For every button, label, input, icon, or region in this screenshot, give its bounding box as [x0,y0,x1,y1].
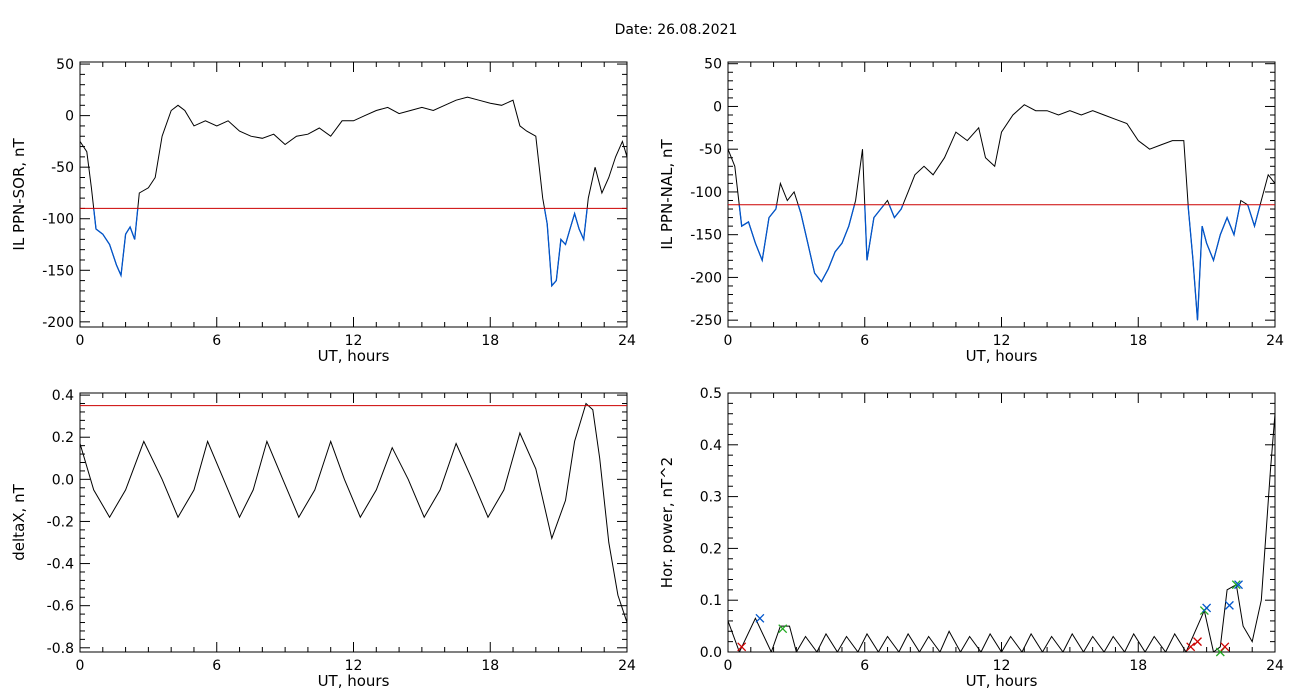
panel-ppn-nal: 0 6 12 18 24 -250 -200 -150 -100 -50 0 50 UT, hours I… [658,57,1284,365]
x-axis-label: UT, hours [966,672,1038,690]
x-tick-label: 24 [1266,658,1284,674]
y-axis-label: IL PPN-SOR, nT [10,138,28,251]
y-tick-label: 0.0 [52,472,74,488]
y-tick-label: -100 [42,212,74,228]
y-axis-label: deltaX, nT [10,483,28,560]
chart-title: Date: 26.08.2021 [615,22,738,38]
y-tick-label: -0.4 [47,557,74,573]
y-tick-label: -50 [699,142,722,158]
y-tick-label: 0.3 [700,490,722,506]
x-tick-label: 18 [1129,333,1147,349]
x-tick-label: 18 [1129,658,1147,674]
y-tick-label: -0.8 [47,641,74,657]
y-tick-label: 50 [704,57,722,73]
y-tick-label: 0.4 [700,438,722,454]
series-line [80,96,627,288]
y-tick-label: 0 [713,99,722,115]
cross-marker [1202,603,1212,613]
x-tick-label: 6 [212,333,221,349]
series-line-below-threshold [93,208,588,288]
x-tick-label: 0 [76,333,85,349]
plot-frame [727,392,1276,653]
series-line [728,413,1275,652]
cross-marker [778,624,788,634]
cross-marker [737,642,747,652]
x-axis-label: UT, hours [318,347,390,365]
y-tick-label: 0.4 [52,388,74,404]
x-tick-label: 6 [860,333,869,349]
x-axis-label: UT, hours [318,672,390,690]
y-tick-label: -0.6 [47,599,74,615]
y-tick-label: 0 [65,109,74,125]
series-line-below-threshold [738,204,1261,321]
y-tick-label: -150 [42,263,74,279]
cross-marker [1224,600,1234,610]
y-tick-label: 0.0 [700,645,722,661]
cross-marker [1186,642,1196,652]
x-tick-label: 12 [345,658,363,674]
x-axis-label: UT, hours [966,347,1038,365]
cross-marker [1234,580,1243,590]
y-tick-label: -50 [51,160,74,176]
y-tick-label: -200 [42,315,74,331]
x-tick-label: 6 [212,658,221,674]
panel-hor-power: 0 6 12 18 24 0.0 0.1 0.2 0.3 0.4 0.5 UT, hours Hor. … [658,386,1284,690]
y-axis-label: Hor. power, nT^2 [658,457,676,588]
series-line [728,104,1275,321]
x-tick-label: 12 [345,333,363,349]
x-tick-label: 0 [76,658,85,674]
x-tick-label: 12 [993,333,1011,349]
y-tick-label: -250 [690,313,722,329]
x-tick-label: 24 [618,333,636,349]
cross-marker [1193,637,1202,647]
x-tick-label: 6 [860,658,869,674]
plot-frame [727,61,1276,328]
x-tick-label: 18 [481,333,499,349]
y-tick-label: 0.1 [700,593,722,609]
plot-frame [79,61,628,328]
panel-ppn-sor: 0 6 12 18 24 -200 -150 -100 -50 0 50 UT, hours IL PP… [10,57,636,365]
x-tick-label: 24 [1266,333,1284,349]
series-line [80,402,627,623]
panel-delta-x: 0 6 12 18 24 -0.8 -0.6 -0.4 -0.2 0.0 0.2 0.4 UT, hou… [10,388,636,690]
x-tick-label: 0 [724,333,733,349]
x-tick-label: 12 [993,658,1011,674]
y-tick-label: 0.2 [700,541,722,557]
y-tick-label: 50 [56,57,74,73]
plot-frame [79,392,628,653]
panels: 0 6 12 18 24 -200 -150 -100 -50 0 50 UT, hours IL PP… [10,57,1284,690]
cross-marker [1220,642,1230,652]
y-tick-label: -0.2 [47,514,74,530]
y-axis-label: IL PPN-NAL, nT [658,139,676,250]
y-tick-label: 0.2 [52,430,74,446]
x-tick-label: 0 [724,658,733,674]
cross-marker [755,613,765,623]
y-tick-label: -150 [690,228,722,244]
y-tick-label: 0.5 [700,386,722,402]
y-tick-label: -200 [690,270,722,286]
y-tick-label: -100 [690,185,722,201]
x-tick-label: 18 [481,658,499,674]
cross-marker [1231,580,1241,590]
x-tick-label: 24 [618,658,636,674]
